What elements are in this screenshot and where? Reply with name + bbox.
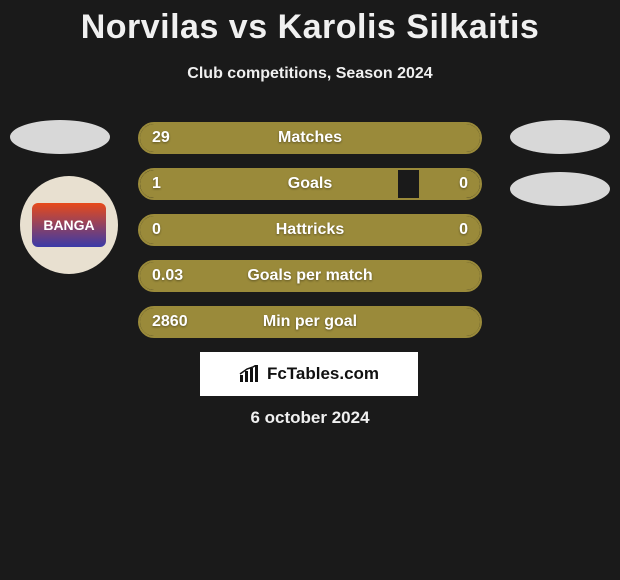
- stat-bar: [138, 214, 482, 246]
- stat-row-matches: 29 Matches: [138, 122, 482, 154]
- stats-panel: 29 Matches 1 Goals 0 0 Hattricks 0 0.03 …: [138, 122, 482, 352]
- player2-avatar-placeholder: [510, 120, 610, 154]
- stat-bar: [138, 306, 482, 338]
- stat-bar: [138, 168, 482, 200]
- stat-bar-fill: [140, 216, 480, 244]
- player1-avatar-placeholder: [10, 120, 110, 154]
- stat-row-goals-per-match: 0.03 Goals per match: [138, 260, 482, 292]
- player1-club-badge: BANGA: [20, 176, 118, 274]
- stat-row-hattricks: 0 Hattricks 0: [138, 214, 482, 246]
- page-title: Norvilas vs Karolis Silkaitis: [0, 0, 620, 47]
- stat-row-goals: 1 Goals 0: [138, 168, 482, 200]
- stat-bar: [138, 260, 482, 292]
- brand-watermark[interactable]: FcTables.com: [200, 352, 418, 396]
- stat-bar: [138, 122, 482, 154]
- stat-bar-fill: [140, 308, 480, 336]
- stat-bar-right: [419, 170, 480, 198]
- stat-bar-fill: [140, 124, 480, 152]
- date-label: 6 october 2024: [0, 408, 620, 428]
- player2-club-badge-placeholder: [510, 172, 610, 206]
- club-badge-label: BANGA: [32, 203, 106, 247]
- bar-chart-icon: [239, 365, 261, 383]
- stat-row-min-per-goal: 2860 Min per goal: [138, 306, 482, 338]
- brand-label: FcTables.com: [267, 364, 379, 384]
- stat-bar-left: [140, 170, 398, 198]
- stat-bar-fill: [140, 262, 480, 290]
- subtitle: Club competitions, Season 2024: [0, 65, 620, 83]
